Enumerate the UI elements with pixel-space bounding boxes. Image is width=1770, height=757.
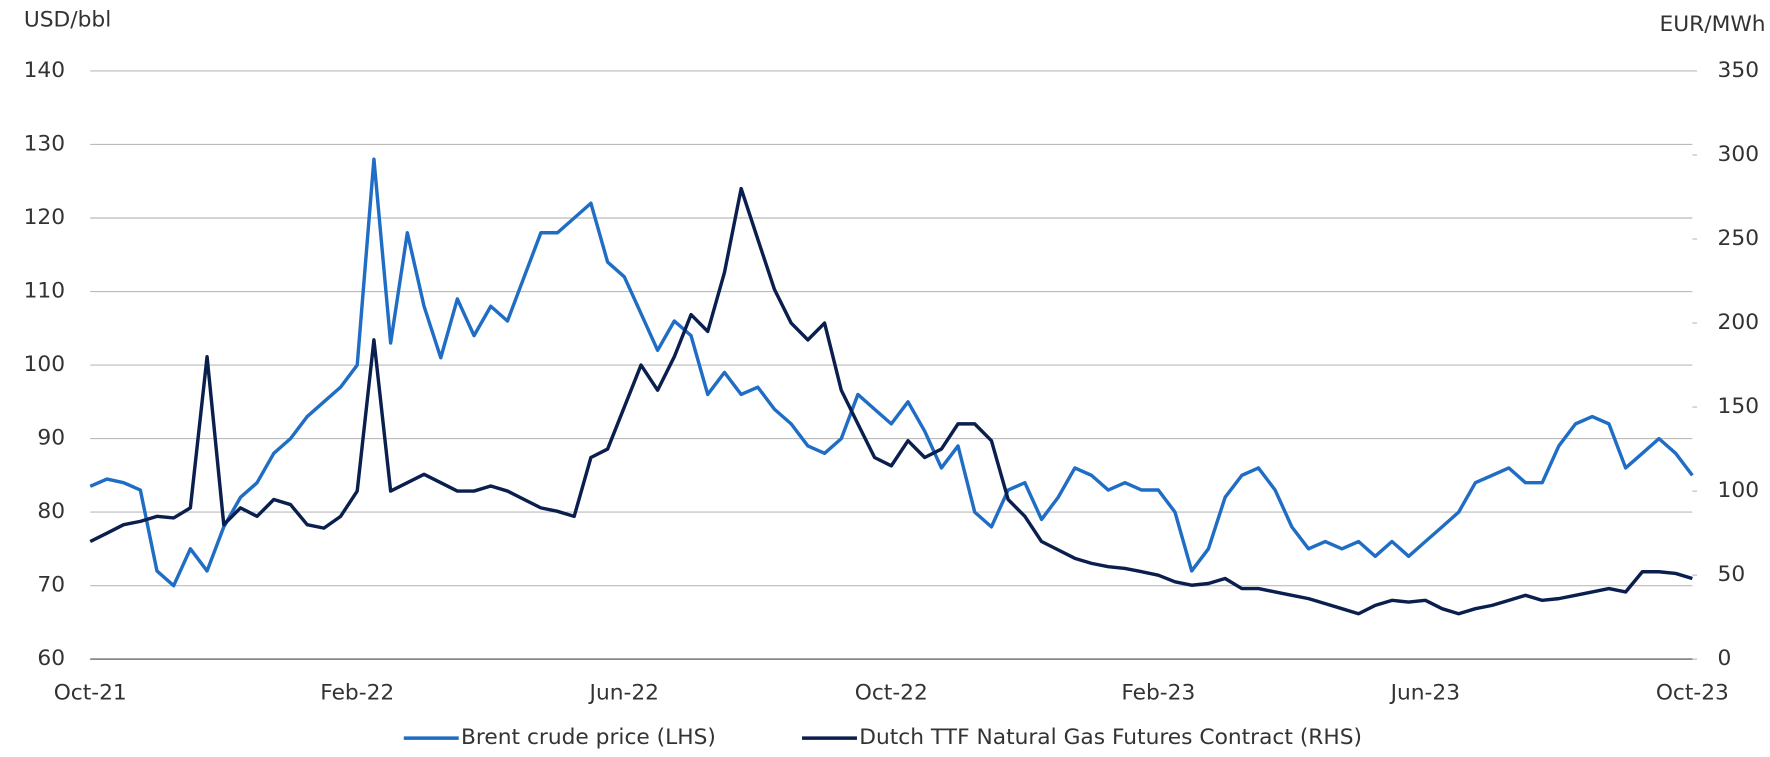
legend-label: Dutch TTF Natural Gas Futures Contract (… — [859, 725, 1362, 750]
y2-tick-label: 300 — [1718, 142, 1759, 167]
x-tick-label: Oct-22 — [855, 680, 928, 705]
y2-tick-label: 100 — [1718, 478, 1759, 503]
y2-tick-label: 50 — [1718, 562, 1746, 587]
y-tick-label: 80 — [37, 499, 65, 524]
y-tick-label: 110 — [24, 279, 65, 304]
y2-tick-label: 200 — [1718, 310, 1759, 335]
x-tick-label: Feb-22 — [320, 680, 394, 705]
x-tick-label: Feb-23 — [1121, 680, 1195, 705]
series-line — [89, 157, 1694, 588]
y2-tick-label: 250 — [1718, 226, 1759, 251]
y-tick-label: 60 — [37, 646, 65, 671]
x-tick-label: Jun-23 — [1389, 680, 1460, 705]
y-tick-label: 140 — [24, 58, 65, 83]
y-tick-label: 70 — [37, 573, 65, 598]
y-tick-label: 120 — [24, 205, 65, 230]
y-tick-label: 100 — [24, 352, 65, 377]
y-axis-label: USD/bbl — [24, 8, 111, 33]
y2-tick-label: 0 — [1718, 646, 1732, 671]
x-tick-label: Oct-21 — [54, 680, 127, 705]
x-tick-label: Oct-23 — [1656, 680, 1729, 705]
legend-label: Brent crude price (LHS) — [461, 725, 716, 750]
y-tick-label: 130 — [24, 131, 65, 156]
y2-axis-label: EUR/MWh — [1660, 12, 1766, 37]
y2-tick-label: 350 — [1718, 58, 1759, 83]
y2-tick-label: 150 — [1718, 394, 1759, 419]
x-tick-label: Jun-22 — [588, 680, 659, 705]
y-tick-label: 90 — [37, 426, 65, 451]
series-line — [89, 186, 1693, 616]
